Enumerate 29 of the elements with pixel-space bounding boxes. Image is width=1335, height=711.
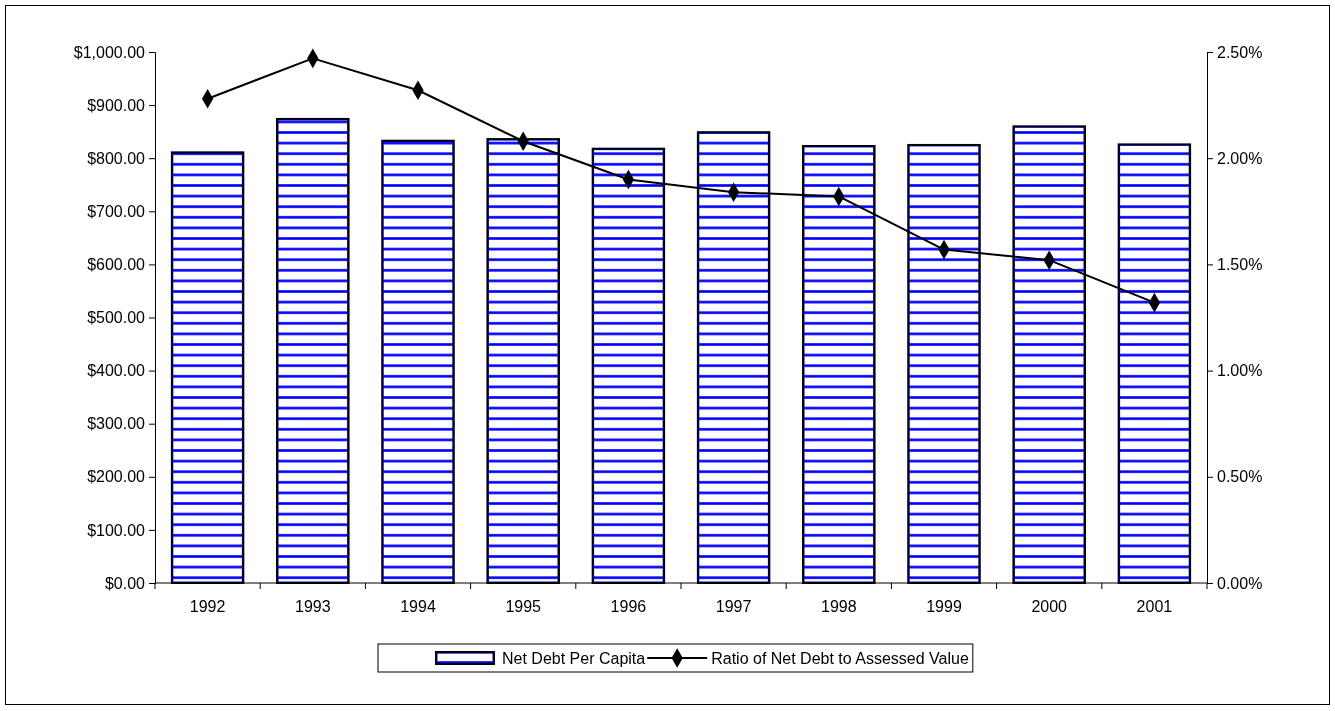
y-tick-label: $600.00 (87, 256, 146, 274)
y2-tick-label: 0.50% (1217, 468, 1263, 486)
y2-tick-label: 2.00% (1217, 149, 1263, 167)
y-tick-label: $200.00 (87, 468, 146, 486)
x-tick-label: 1999 (926, 598, 962, 615)
y2-tick-label: 0.00% (1217, 574, 1263, 592)
y2-tick-label: 1.50% (1217, 256, 1263, 274)
y-tick-label: $700.00 (87, 202, 146, 220)
x-tick-label: 1997 (715, 598, 752, 615)
y2-tick-label: 1.00% (1217, 362, 1263, 380)
y-tick-label: $0.00 (104, 574, 146, 592)
x-tick-label: 1994 (400, 598, 436, 615)
x-tick-label: 2000 (1031, 598, 1068, 615)
legend-label: Ratio of Net Debt to Assessed Value (711, 650, 969, 667)
x-tick-label: 1996 (610, 598, 647, 615)
y2-tick-label: 2.50% (1217, 43, 1263, 61)
x-tick-label: 1993 (295, 598, 331, 615)
x-tick-label: 1992 (189, 598, 226, 615)
y-tick-label: $500.00 (87, 309, 146, 327)
x-tick-label: 1998 (821, 598, 857, 615)
y-tick-label: $400.00 (87, 362, 146, 380)
y-tick-label: $300.00 (87, 415, 146, 433)
y-tick-label: $1,000.00 (73, 43, 146, 61)
y-tick-label: $100.00 (87, 521, 146, 539)
y-tick-label: $800.00 (87, 149, 146, 167)
x-tick-label: 1995 (505, 598, 542, 615)
y-tick-label: $900.00 (87, 96, 146, 114)
legend-label: Net Debt Per Capita (502, 650, 646, 667)
x-tick-label: 2001 (1136, 598, 1173, 615)
